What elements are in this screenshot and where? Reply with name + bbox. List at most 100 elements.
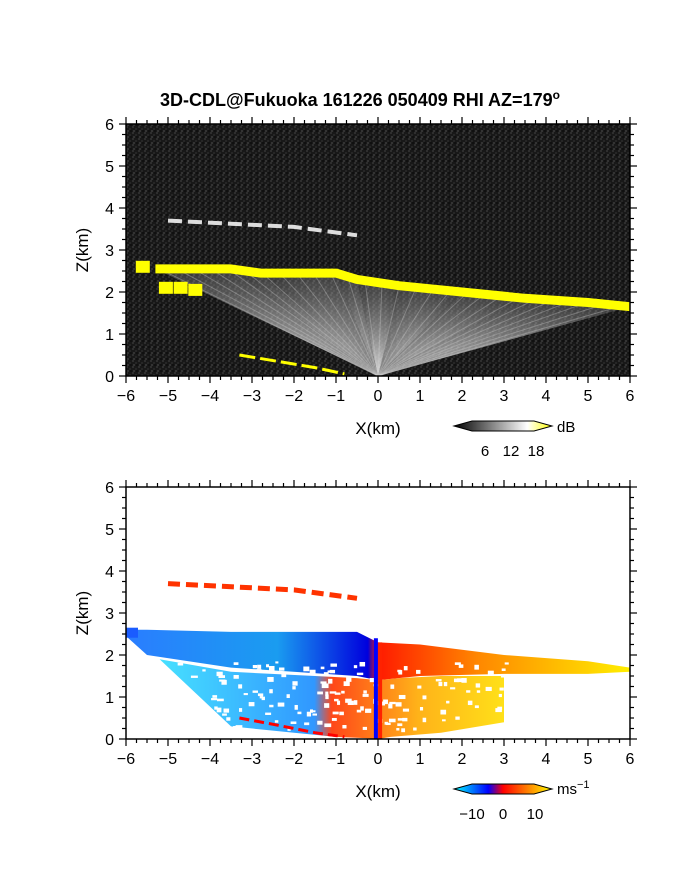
backscatter-beam-streak — [377, 297, 520, 377]
backscatter-cloud-fragment — [173, 281, 188, 294]
velocity-echo-gap — [235, 725, 243, 731]
velocity-echo-gap — [259, 696, 263, 699]
velocity-echo-gap — [397, 723, 403, 727]
velocity-echo-gap — [476, 690, 481, 693]
velocity-ticks: −6 −5 −4 −3 −2 −1 0 1 2 3 4 5 6 0 1 2 3 4 5 6 — [105, 480, 637, 768]
velocity-echo-gap — [362, 693, 369, 697]
velocity-echo-gap — [474, 705, 479, 709]
velocity-echo-gap — [252, 690, 259, 693]
backscatter-beam-streak — [377, 287, 417, 377]
backscatter-fan-segment — [357, 279, 399, 376]
velocity-echo-gap — [331, 717, 337, 721]
velocity-echo-gap — [383, 699, 388, 705]
velocity-echo-gap — [281, 673, 287, 678]
backscatter-beam-streak — [227, 268, 379, 377]
velocity-echo-gap — [303, 666, 310, 672]
velocity-echo-gap — [221, 727, 228, 733]
backscatter-beam-streak — [210, 268, 379, 377]
velocity-surface-return — [239, 716, 345, 739]
velocity-echo-gap — [216, 698, 224, 702]
velocity-echo-gap — [466, 690, 471, 693]
velocity-colorbar-tick: 10 — [527, 806, 544, 823]
velocity-x-tick-label: 0 — [374, 751, 383, 768]
velocity-echo-gap — [310, 710, 316, 713]
velocity-echo-gap — [212, 695, 218, 698]
velocity-echo-gap — [461, 678, 467, 683]
velocity-echo-gap — [346, 677, 352, 682]
velocity-echo-gap — [438, 681, 443, 687]
velocity-echo-gap — [446, 700, 450, 704]
backscatter-beam-streak — [377, 305, 622, 377]
velocity-colorbar-tick: 0 — [499, 806, 507, 823]
backscatter-cloud-base — [155, 264, 631, 312]
backscatter-y-tick-label: 4 — [105, 201, 114, 218]
velocity-x-tick-label: 5 — [584, 751, 593, 768]
velocity-echo-gap — [184, 705, 191, 709]
backscatter-x-tick-label: −5 — [159, 388, 177, 405]
velocity-colorbar-unit: ms−1 — [557, 779, 590, 798]
backscatter-beam-streak — [377, 288, 434, 377]
backscatter-fan-segment — [155, 268, 378, 376]
velocity-echo-gap — [360, 706, 364, 711]
velocity-echo-gap — [297, 711, 302, 715]
velocity-echo-gap — [453, 678, 460, 683]
velocity-echo-gap — [505, 728, 509, 733]
velocity-echo-gap — [239, 708, 243, 712]
backscatter-upper-layer — [167, 218, 358, 238]
velocity-echo-gap — [450, 687, 456, 690]
velocity-echo-gap — [261, 696, 265, 701]
velocity-y-tick-label: 2 — [105, 648, 114, 665]
velocity-echo-gap — [474, 664, 479, 670]
velocity-x-tick-label: 2 — [458, 751, 467, 768]
velocity-echo-gap — [252, 665, 258, 669]
backscatter-fan-segment — [378, 292, 525, 376]
velocity-colorbar: ms−1 −10 0 10 — [452, 779, 590, 823]
backscatter-beam-streak — [347, 276, 379, 377]
velocity-echo-gap — [353, 665, 358, 669]
velocity-echo-gap — [256, 669, 262, 672]
velocity-echo-gap — [177, 662, 184, 666]
velocity-echo-gap — [499, 687, 504, 691]
velocity-echo-gap — [356, 672, 364, 676]
backscatter-beam-streak — [377, 283, 383, 377]
velocity-echo-gap — [306, 711, 312, 717]
velocity-y-tick-label: 5 — [105, 522, 114, 539]
velocity-echo-gap — [500, 674, 508, 678]
backscatter-x-tick-label: 5 — [584, 388, 593, 405]
velocity-echo-gap — [328, 678, 333, 684]
backscatter-beam-streak — [377, 301, 588, 377]
velocity-echo-gap — [186, 690, 193, 695]
velocity-echo-gap — [369, 677, 377, 683]
velocity-echo-gap — [257, 664, 262, 669]
velocity-echo-gap — [266, 664, 270, 668]
velocity-echo-gap — [274, 720, 279, 723]
velocity-echo-gap — [413, 727, 417, 731]
velocity-echo-gap — [321, 683, 329, 689]
velocity-echo-gap — [388, 718, 396, 723]
velocity-echo-gap — [327, 670, 333, 673]
velocity-y-tick-label: 1 — [105, 690, 114, 707]
velocity-echo-gap — [176, 695, 182, 698]
velocity-echo-gap — [317, 691, 323, 695]
velocity-echo-gap — [286, 694, 290, 699]
velocity-echo-gap — [292, 681, 298, 686]
backscatter-features — [135, 218, 631, 377]
velocity-echo-gap — [487, 670, 494, 675]
velocity-echo-gap — [402, 717, 408, 722]
velocity-echo-gap — [504, 662, 509, 665]
velocity-echo-gap — [458, 664, 464, 668]
velocity-echo-gap — [362, 726, 368, 730]
backscatter-fan-segment — [378, 285, 462, 376]
backscatter-beam-streak — [244, 270, 379, 377]
velocity-echo-gap — [347, 700, 354, 705]
velocity-y-tick-label: 4 — [105, 564, 114, 581]
backscatter-y-tick-label: 2 — [105, 285, 114, 302]
velocity-x-tick-label: 4 — [542, 751, 551, 768]
backscatter-colorbar-bar — [452, 420, 554, 432]
velocity-echo-gap — [324, 703, 330, 708]
velocity-echo-gap — [330, 663, 337, 667]
velocity-echo-gap — [208, 714, 216, 717]
velocity-echo-gap — [267, 676, 274, 682]
